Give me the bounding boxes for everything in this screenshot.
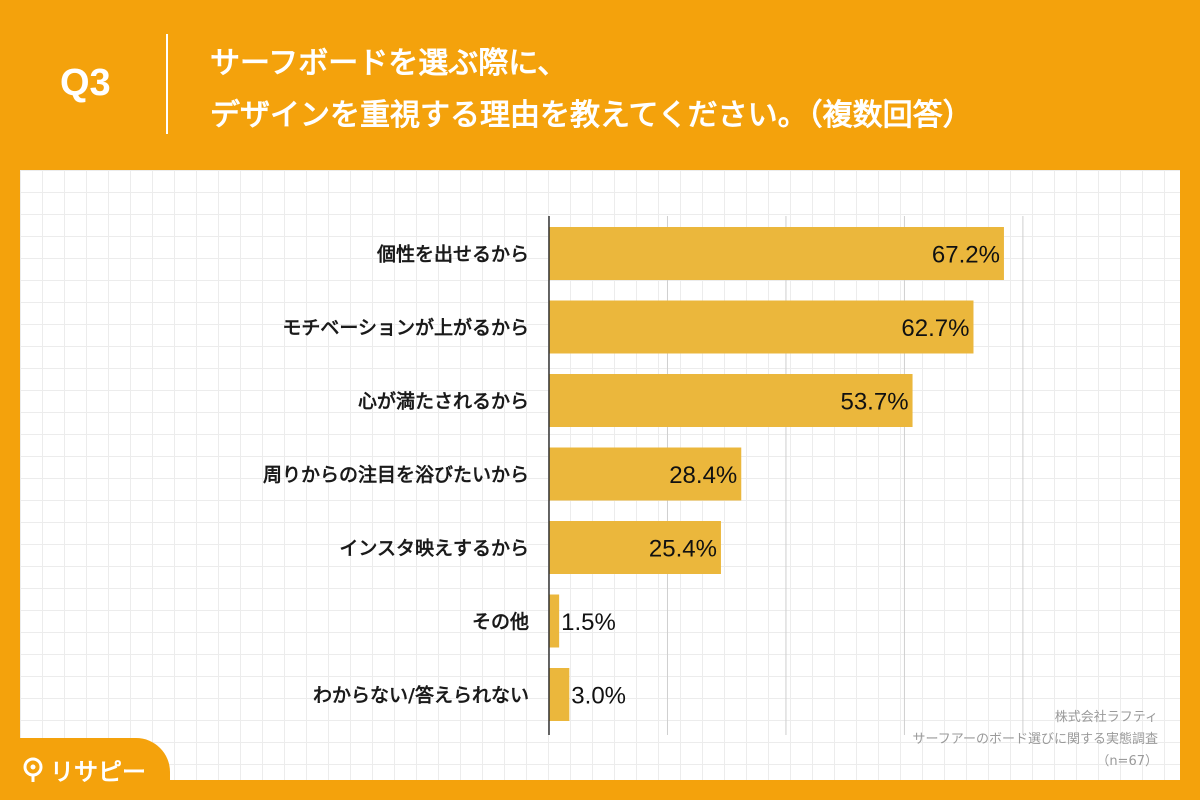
value-label: 25.4%: [649, 536, 717, 563]
logo-text: リサピー: [50, 758, 146, 786]
location-pin-icon: [23, 757, 43, 782]
source-note: 株式会社ラフティ サーフアーのボード選びに関する実態調査 （n=67）: [913, 707, 1158, 773]
header: Q3 サーフボードを選ぶ際に、 デザインを重視する理由を教えてください。（複数回…: [0, 0, 1200, 170]
title-line-1: サーフボードを選ぶ際に、: [210, 46, 568, 81]
chart-panel: 個性を出せるから 67.2% モチベーションが上がるから 62.7% 心が満たされるから…: [20, 170, 1180, 780]
bar: [549, 447, 742, 501]
bar: [549, 668, 570, 721]
value-label: 1.5%: [561, 609, 616, 636]
page-title: サーフボードを選ぶ際に、 デザインを重視する理由を教えてください。（複数回答）: [210, 38, 973, 142]
category-label: わからない/答えられない: [313, 684, 529, 707]
category-label: その他: [472, 610, 529, 633]
value-label: 3.0%: [571, 683, 626, 710]
category-label: モチベーションが上がるから: [282, 316, 529, 339]
value-label: 62.7%: [901, 315, 969, 342]
bar: [549, 300, 974, 354]
question-number: Q3: [60, 62, 111, 104]
value-label: 28.4%: [669, 462, 737, 489]
title-line-2: デザインを重視する理由を教えてください。（複数回答）: [210, 98, 973, 133]
source-survey: サーフアーのボード選びに関する実態調査: [912, 732, 1158, 747]
value-label: 67.2%: [932, 242, 1000, 269]
source-sample: （n=67）: [1096, 754, 1158, 769]
category-label: 個性を出せるから: [376, 243, 529, 266]
bar: [549, 594, 560, 648]
category-label: 心が満たされるから: [358, 390, 529, 413]
brand-logo: リサピー: [22, 752, 146, 787]
category-label: インスタ映えするから: [339, 538, 529, 560]
category-label: 周りからの注目を浴びたいから: [263, 463, 529, 486]
bar: [549, 374, 913, 427]
header-divider: [166, 34, 168, 134]
source-company: 株式会社ラフティ: [1054, 710, 1158, 725]
bar: [549, 521, 721, 574]
value-label: 53.7%: [840, 389, 908, 416]
bar-chart: 個性を出せるから 67.2% モチベーションが上がるから 62.7% 心が満たされるから…: [263, 216, 1024, 735]
bar: [549, 227, 1004, 280]
logo-tab: [0, 738, 170, 800]
